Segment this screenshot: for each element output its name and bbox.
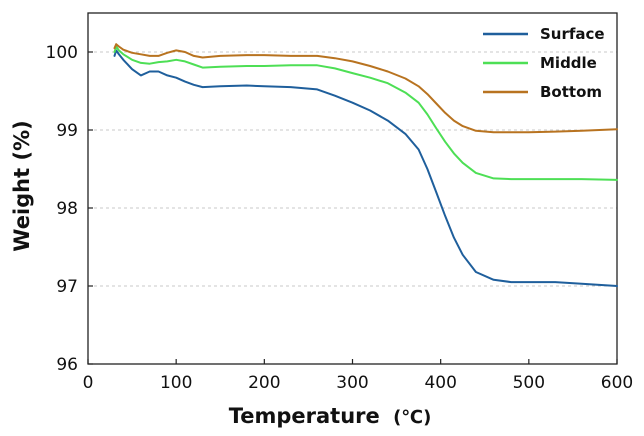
x-tick-label: 0: [83, 373, 94, 393]
legend-label-bottom: Bottom: [540, 83, 602, 101]
x-axis-title-unit: (℃): [393, 407, 431, 428]
x-tick-label: 300: [336, 373, 368, 393]
grid-lines: [88, 51, 617, 287]
tick-marks: [87, 51, 618, 365]
y-tick-label: 100: [46, 43, 78, 63]
x-tick-label: 200: [248, 373, 280, 393]
series-layer: [113, 43, 618, 287]
series-line-middle: [113, 45, 618, 181]
legend-label-middle: Middle: [540, 54, 597, 72]
legend: Surface Middle Bottom: [483, 25, 605, 101]
y-tick-label: 96: [56, 355, 78, 375]
x-tick-label: 100: [160, 373, 192, 393]
x-axis-title: Temperature (℃): [229, 404, 432, 428]
y-tick-label: 97: [56, 277, 78, 297]
y-tick-label: 98: [56, 199, 78, 219]
x-tick-label: 500: [513, 373, 545, 393]
x-tick-label: 600: [601, 373, 633, 393]
x-axis-title-text: Temperature: [229, 404, 380, 428]
series-line-bottom: [113, 43, 618, 134]
legend-label-surface: Surface: [540, 25, 605, 43]
y-tick-label: 99: [56, 121, 78, 141]
y-axis-title: Weight (%): [10, 120, 34, 251]
x-tick-label: 400: [424, 373, 456, 393]
series-line-surface: [113, 49, 618, 287]
tick-labels: 96 97 98 99 100 0 100 200 300 400 500 600: [46, 43, 634, 393]
